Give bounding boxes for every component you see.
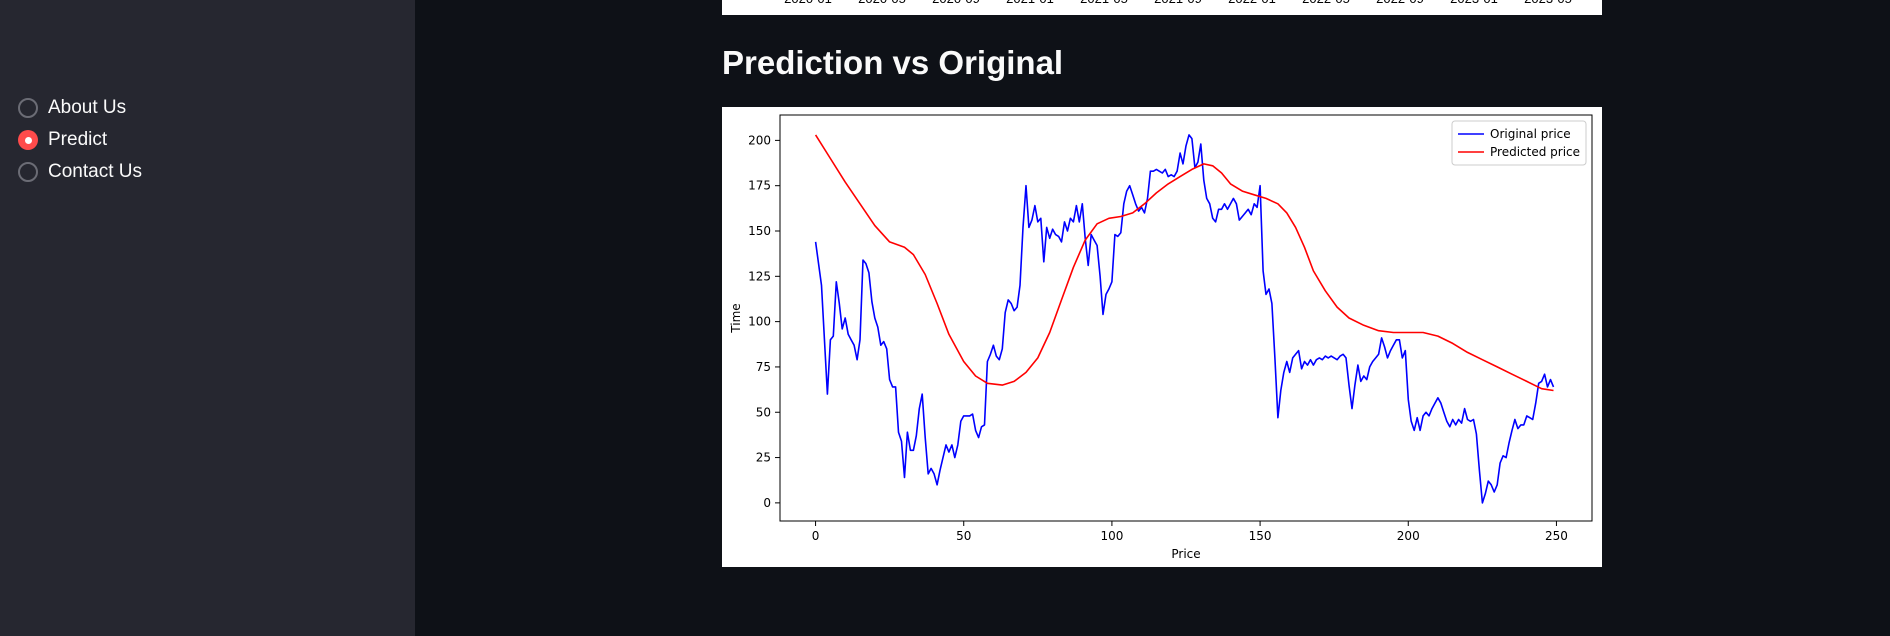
y-axis-label: Time	[729, 303, 743, 333]
y-tick-label: 150	[748, 224, 771, 238]
previous-chart-x-tick-label: 2020-01	[784, 0, 832, 6]
x-tick-label: 150	[1249, 529, 1272, 543]
x-tick-label: 200	[1397, 529, 1420, 543]
legend-entry: Original price	[1490, 127, 1571, 141]
nav-option-about-us[interactable]: About Us	[18, 92, 142, 124]
prediction-chart-svg: 0 50 100 150 200 250 0 25 50 75 100 125 150 175 200 Pri…	[729, 114, 1593, 561]
y-tick-label: 25	[756, 451, 771, 465]
sidebar: About Us Predict Contact Us	[0, 0, 415, 636]
main-content: 2020-01 2020-05 2020-09 2021-01 2021-05 2021-…	[415, 0, 1890, 636]
previous-chart-x-tick-label: 2020-09	[932, 0, 980, 6]
nav-option-predict[interactable]: Predict	[18, 124, 142, 156]
y-tick-label: 75	[756, 360, 771, 374]
previous-chart-x-tick-label: 2022-05	[1302, 0, 1350, 6]
previous-chart-bottom: 2020-01 2020-05 2020-09 2021-01 2021-05 2021-…	[722, 0, 1602, 15]
legend-entry: Predicted price	[1490, 145, 1580, 159]
y-tick-label: 125	[748, 269, 771, 283]
prediction-chart: 0 50 100 150 200 250 0 25 50 75 100 125 150 175 200 Pri…	[722, 107, 1602, 567]
previous-chart-x-tick-label: 2023-05	[1524, 0, 1572, 6]
previous-chart-x-tick-label: 2022-01	[1228, 0, 1276, 6]
plot-frame	[779, 114, 1593, 522]
y-tick-label: 100	[748, 315, 771, 329]
y-tick-label: 175	[748, 179, 771, 193]
previous-chart-x-tick-label: 2023-01	[1450, 0, 1498, 6]
series-line-predicted-price	[814, 134, 1554, 392]
radio-button-icon[interactable]	[18, 162, 38, 182]
page-title: Prediction vs Original	[722, 44, 1064, 81]
previous-chart-x-tick-label: 2022-09	[1376, 0, 1424, 6]
previous-chart-x-ticks: 2020-01 2020-05 2020-09 2021-01 2021-05 2021-…	[722, 0, 1602, 15]
x-tick-label: 50	[956, 529, 971, 543]
nav-radio-group: About Us Predict Contact Us	[18, 92, 142, 188]
nav-option-contact-us[interactable]: Contact Us	[18, 156, 142, 188]
nav-option-label: About Us	[48, 97, 127, 118]
x-tick-label: 250	[1545, 529, 1568, 543]
previous-chart-x-tick-label: 2021-05	[1080, 0, 1128, 6]
legend-box	[1451, 120, 1587, 166]
previous-chart-x-tick-label: 2021-01	[1006, 0, 1054, 6]
previous-chart-x-tick-label: 2021-09	[1154, 0, 1202, 6]
x-axis-label: Price	[1171, 547, 1200, 561]
radio-button-icon[interactable]	[18, 98, 38, 118]
y-tick-label: 50	[756, 405, 771, 419]
x-tick-label: 100	[1100, 529, 1123, 543]
radio-button-selected-icon[interactable]	[18, 130, 38, 150]
x-tick-label: 0	[812, 529, 820, 543]
y-tick-label: 200	[748, 133, 771, 147]
nav-option-label: Contact Us	[48, 161, 142, 182]
previous-chart-x-tick-label: 2020-05	[858, 0, 906, 6]
nav-option-label: Predict	[48, 129, 108, 150]
y-tick-label: 0	[763, 496, 771, 510]
series-line-original-price	[814, 134, 1555, 504]
